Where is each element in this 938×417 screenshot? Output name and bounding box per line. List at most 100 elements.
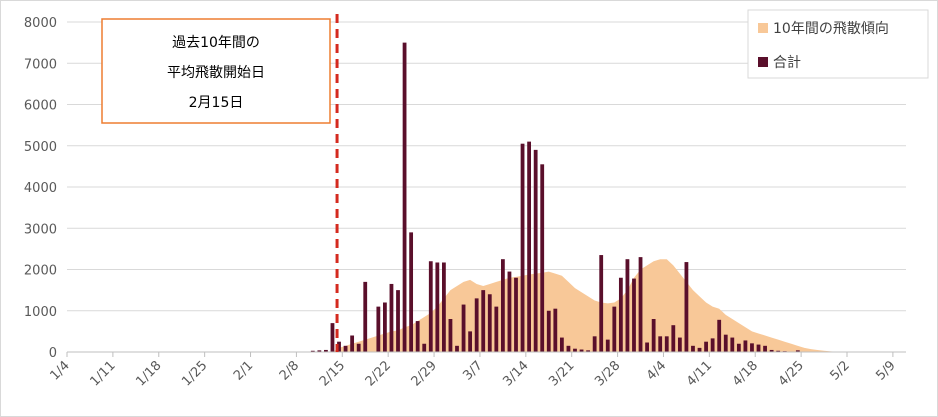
x-tick-label: 2/15 bbox=[317, 358, 348, 389]
bar-day-97 bbox=[704, 341, 708, 352]
bar-day-70 bbox=[527, 141, 532, 352]
bar-day-95 bbox=[691, 345, 695, 352]
bar-day-72 bbox=[540, 164, 545, 352]
legend-box bbox=[747, 9, 929, 79]
bar-day-41 bbox=[337, 341, 341, 352]
bar-day-100 bbox=[723, 334, 728, 352]
bar-day-76 bbox=[566, 345, 571, 352]
x-tick-label: 1/11 bbox=[87, 358, 118, 389]
y-tick-label: 1000 bbox=[24, 305, 57, 320]
bar-day-98 bbox=[710, 338, 715, 352]
bar-day-64 bbox=[487, 294, 492, 352]
bar-day-48 bbox=[383, 302, 387, 352]
axes bbox=[66, 351, 906, 357]
bar-day-53 bbox=[415, 321, 420, 352]
legend-swatch-bar bbox=[758, 57, 768, 67]
bar-day-55 bbox=[428, 261, 433, 352]
bar-day-108 bbox=[776, 350, 781, 352]
bar-day-42 bbox=[343, 345, 348, 352]
bar-series-layer bbox=[310, 42, 807, 352]
x-tick-label: 1/18 bbox=[133, 358, 164, 389]
bar-day-43 bbox=[350, 335, 355, 352]
bar-day-81 bbox=[599, 255, 604, 352]
legend-swatch-area bbox=[758, 23, 768, 33]
y-tick-label: 7000 bbox=[24, 57, 57, 72]
annotation-line-1: 過去10年間の bbox=[172, 35, 260, 51]
bar-day-96 bbox=[697, 347, 702, 352]
y-tick-labels: 0 1000 2000 3000 4000 5000 6000 7000 8000 bbox=[24, 16, 57, 361]
bar-day-87 bbox=[638, 257, 643, 352]
x-tick-label: 4/11 bbox=[684, 358, 715, 389]
y-tick-label: 0 bbox=[49, 346, 57, 361]
bar-day-62 bbox=[474, 298, 479, 352]
legend-label-bar: 合計 bbox=[773, 55, 801, 71]
bar-day-89 bbox=[651, 319, 656, 352]
bar-day-86 bbox=[632, 278, 636, 352]
bar-day-37 bbox=[310, 350, 315, 352]
x-tick-label: 1/4 bbox=[47, 358, 72, 383]
x-tick-label: 5/2 bbox=[827, 358, 852, 383]
bar-day-85 bbox=[625, 259, 630, 352]
bar-day-78 bbox=[579, 349, 584, 352]
bar-day-51 bbox=[402, 42, 407, 352]
bar-day-66 bbox=[500, 259, 505, 352]
x-tick-label: 4/18 bbox=[730, 358, 761, 389]
x-tick-label: 2/1 bbox=[231, 358, 256, 383]
x-tick-label: 5/9 bbox=[873, 358, 898, 383]
bar-day-44 bbox=[356, 343, 361, 352]
annotation-line-2: 平均飛散開始日 bbox=[167, 65, 265, 81]
bar-day-107 bbox=[769, 349, 774, 352]
bar-day-104 bbox=[750, 343, 754, 352]
bar-day-82 bbox=[605, 339, 610, 352]
bar-day-102 bbox=[736, 343, 741, 352]
bar-day-45 bbox=[363, 281, 368, 352]
x-tick-label: 3/21 bbox=[546, 358, 577, 389]
bar-day-90 bbox=[658, 336, 663, 352]
annotation-box: 過去10年間の 平均飛散開始日 2月15日 bbox=[101, 18, 331, 124]
bar-day-80 bbox=[592, 336, 597, 352]
y-tick-label: 4000 bbox=[24, 181, 57, 196]
x-tick-label: 3/7 bbox=[460, 358, 485, 383]
bar-day-103 bbox=[743, 340, 748, 352]
bar-day-63 bbox=[481, 290, 486, 352]
bar-day-40 bbox=[330, 323, 335, 352]
y-tick-label: 8000 bbox=[24, 16, 57, 31]
x-tick-label: 3/28 bbox=[592, 358, 623, 389]
bar-day-94 bbox=[684, 262, 689, 352]
legend: 10年間の飛散傾向 合計 bbox=[747, 9, 929, 79]
x-tick-labels: 1/4 1/11 1/18 1/25 2/1 2/8 2/15 2/22 2/29 3/7 3/14… bbox=[47, 358, 898, 389]
bar-day-60 bbox=[461, 304, 466, 352]
bar-day-59 bbox=[455, 345, 459, 352]
bar-day-69 bbox=[520, 143, 525, 352]
bar-day-74 bbox=[553, 308, 558, 352]
bar-day-73 bbox=[546, 310, 551, 352]
bar-day-65 bbox=[494, 306, 499, 352]
bar-day-91 bbox=[664, 336, 669, 352]
bar-day-57 bbox=[441, 262, 446, 352]
bar-day-58 bbox=[448, 319, 453, 352]
y-tick-label: 5000 bbox=[24, 140, 57, 155]
x-tick-label: 2/8 bbox=[277, 358, 302, 383]
bar-day-47 bbox=[376, 306, 381, 352]
bar-day-88 bbox=[645, 342, 649, 352]
x-tick-label: 1/25 bbox=[179, 358, 210, 389]
bar-day-92 bbox=[671, 325, 676, 352]
bar-day-68 bbox=[514, 277, 518, 352]
bar-day-50 bbox=[396, 290, 400, 352]
bar-day-61 bbox=[468, 331, 473, 352]
x-tick-label: 2/29 bbox=[409, 358, 440, 389]
bar-day-79 bbox=[586, 350, 590, 352]
y-tick-label: 2000 bbox=[24, 264, 57, 279]
bar-day-75 bbox=[559, 337, 564, 352]
bar-day-38 bbox=[317, 350, 322, 352]
bar-day-77 bbox=[573, 348, 577, 352]
bar-day-52 bbox=[409, 232, 414, 352]
bar-day-83 bbox=[612, 306, 617, 352]
bar-day-54 bbox=[422, 343, 427, 352]
bar-day-67 bbox=[507, 271, 512, 352]
bar-day-101 bbox=[730, 337, 735, 352]
bar-day-71 bbox=[533, 149, 538, 352]
bar-day-84 bbox=[618, 277, 623, 352]
bar-day-49 bbox=[389, 283, 394, 352]
